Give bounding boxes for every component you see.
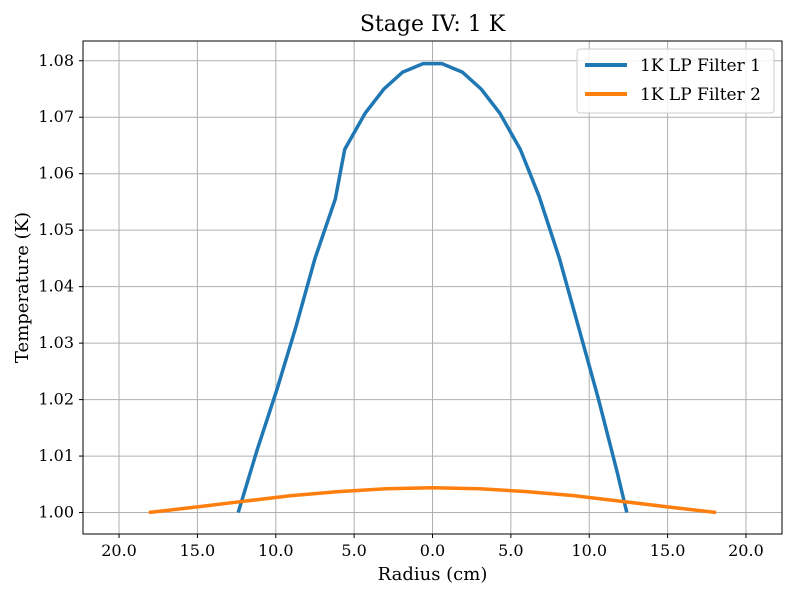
series-lines [148,61,717,515]
x-tick-label: 10.0 [571,541,607,560]
series-line-2 [148,485,717,515]
x-tick-label: 0.0 [420,541,445,560]
y-axis-label: Temperature (K) [12,212,33,363]
y-tick-label: 1.08 [38,51,74,70]
x-tick-label: 15.0 [650,541,686,560]
x-tick-label: 20.0 [101,541,137,560]
y-tick-label: 1.07 [38,107,74,126]
series-line-1 [236,61,629,514]
y-tick-label: 1.02 [38,390,74,409]
y-tick-label: 1.03 [38,333,74,352]
y-tick-label: 1.05 [38,220,74,239]
grid [83,41,782,534]
y-tick-label: 1.04 [38,277,74,296]
x-tick-label: 10.0 [258,541,294,560]
x-tick-label: 5.0 [498,541,523,560]
x-axis-label: Radius (cm) [378,564,488,585]
x-tick-label: 20.0 [728,541,764,560]
y-tick-label: 1.00 [38,503,74,522]
chart-title: Stage IV: 1 K [360,12,506,37]
x-tick-label: 15.0 [180,541,216,560]
legend-label-filter-1: 1K LP Filter 1 [640,56,761,76]
y-tick-label: 1.01 [38,446,74,465]
x-tick-label: 5.0 [341,541,366,560]
legend: 1K LP Filter 1 1K LP Filter 2 [576,48,775,114]
axis-ticks: 20.0 15.0 10.0 5.0 0.0 5.0 10.0 15.0 20.0 1.00 1.0… [38,51,763,560]
y-tick-label: 1.06 [38,164,74,183]
legend-label-filter-2: 1K LP Filter 2 [640,85,761,105]
